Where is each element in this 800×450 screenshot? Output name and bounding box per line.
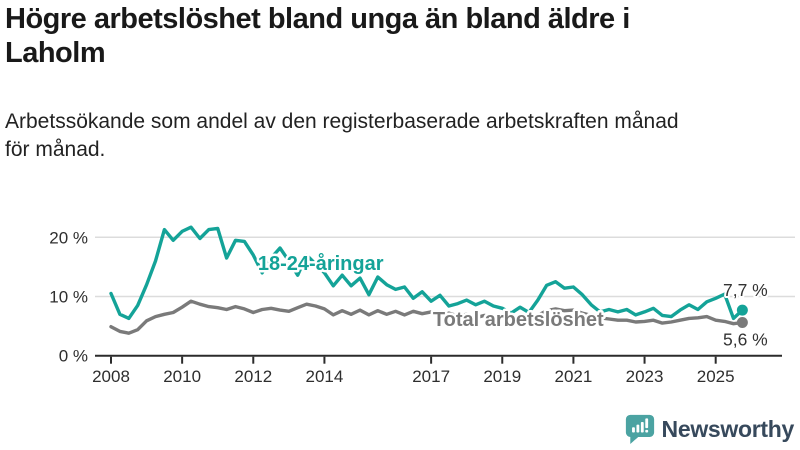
x-tick-label: 2021 bbox=[554, 367, 592, 386]
total-line bbox=[109, 299, 745, 335]
youth-line-end-dot bbox=[736, 304, 748, 316]
y-tick-label: 0 % bbox=[59, 347, 88, 366]
y-tick-label: 20 % bbox=[49, 228, 88, 247]
bar-chart-glyph bbox=[631, 418, 648, 433]
x-tick-label: 2023 bbox=[626, 367, 664, 386]
chart-title: Högre arbetslöshet bland unga än bland ä… bbox=[5, 3, 630, 69]
newsworthy-logo: Newsworthy bbox=[625, 413, 794, 445]
youth-line-end-value: 7,7 % bbox=[723, 280, 768, 300]
x-tick-label: 2008 bbox=[92, 367, 130, 386]
x-tick-label: 2012 bbox=[234, 367, 272, 386]
newsworthy-brand-text: Newsworthy bbox=[661, 415, 795, 442]
total-line-end-value: 5,6 % bbox=[723, 330, 768, 350]
speech-bubble-shape bbox=[625, 414, 654, 444]
x-tick-label: 2010 bbox=[163, 367, 201, 386]
total-line-end-dot bbox=[736, 317, 748, 329]
x-tick-label: 2025 bbox=[697, 367, 735, 386]
youth-line bbox=[109, 225, 745, 321]
x-tick-label: 2017 bbox=[412, 367, 450, 386]
y-tick-label: 10 % bbox=[49, 288, 88, 307]
youth-line-label: 18-24-åringar bbox=[258, 252, 384, 275]
total-line-label: Total arbetslöshet bbox=[433, 309, 604, 331]
newsworthy-logo-icon bbox=[625, 414, 654, 444]
x-tick-label: 2014 bbox=[306, 367, 344, 386]
chart-subtitle: Arbetssökande som andel av den registerb… bbox=[5, 110, 679, 161]
x-tick-label: 2019 bbox=[483, 367, 521, 386]
